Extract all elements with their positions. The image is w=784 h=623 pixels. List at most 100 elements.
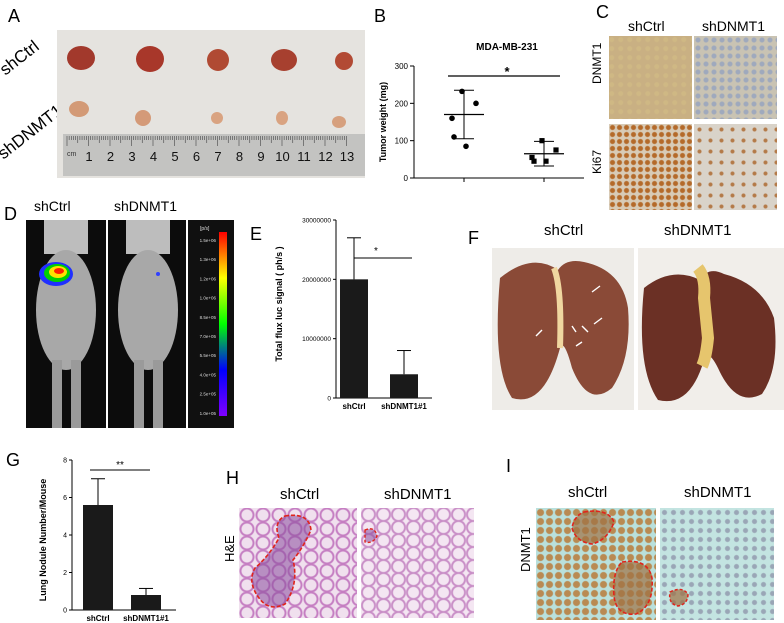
y-tick-label: 6 — [63, 495, 67, 502]
x-tick-label: shCtrl — [86, 614, 109, 623]
data-point — [473, 100, 479, 107]
lung-shdnmt1 — [641, 264, 776, 402]
ihc-image-shctrl-ki67 — [609, 124, 692, 210]
data-point — [459, 88, 465, 95]
chart-g-marks — [83, 469, 161, 610]
x-tick-label: shDNMT1 — [526, 184, 563, 185]
tumor — [69, 101, 89, 117]
ruler-number: 8 — [236, 149, 243, 164]
panel-h: H shCtrl shDNMT1 H&E — [212, 462, 474, 623]
ruler-number: 4 — [150, 149, 157, 164]
y-tick-label: 0 — [404, 174, 409, 183]
ihc-image-shctrl-dnmt1 — [609, 36, 692, 119]
he-image-shctrl — [239, 508, 357, 618]
scale-unit: [p/s] — [200, 226, 210, 232]
panel-f-col-shctrl: shCtrl — [544, 222, 584, 239]
panel-e: E Total flux luc signal ( ph/s ) 0 100000… — [236, 196, 464, 416]
ruler-unit: cm — [67, 151, 77, 158]
chart-g: Lung Nodule Number/Mouse 0 2 4 6 8 shCtrl shDN… — [38, 458, 176, 623]
ruler-number: 9 — [257, 149, 264, 164]
shdnmt1-tumors — [69, 101, 346, 128]
ruler-number: 10 — [275, 149, 289, 164]
panel-f-letter: F — [468, 228, 479, 248]
chart-b-significance: * — [504, 64, 510, 79]
panel-f: F shCtrl shDNMT1 — [464, 220, 784, 412]
chart-b-marks — [444, 75, 564, 167]
ihc-image-shdnmt1-ki67 — [694, 124, 777, 210]
tumor — [135, 110, 151, 126]
ruler — [63, 134, 365, 176]
panel-g-letter: G — [6, 450, 21, 470]
x-tick-label: shDNMT1#1 — [381, 402, 427, 411]
lung-photo — [492, 248, 784, 410]
ruler-number: 6 — [193, 149, 200, 164]
x-tick-label: shDNMT1#1 — [123, 614, 169, 623]
tumor — [332, 116, 346, 128]
tumor — [271, 49, 297, 71]
panel-d: D shCtrl shDNMT1 — [0, 196, 236, 436]
scale-ticks: 1.5e+06 1.3e+06 1.2e+06 1.0e+06 8.5e+05 7.0e+… — [200, 238, 217, 416]
intensity-colorbar — [219, 232, 227, 416]
ruler-number: 2 — [107, 149, 114, 164]
ruler-numbers: 1 2 3 4 5 6 7 8 9 10 11 12 13 — [85, 149, 354, 164]
x-tick-label: shCtrl — [452, 184, 475, 185]
ihc-image-shdnmt1-dnmt1 — [694, 36, 777, 119]
scale-tick-label: 1.3e+06 — [200, 257, 217, 262]
scale-tick-label: 7.0e+05 — [200, 334, 217, 339]
bar — [390, 374, 418, 398]
panel-i: I shCtrl shDNMT1 DNMT1 — [474, 454, 784, 623]
y-tick-label: 200 — [395, 99, 409, 108]
scale-tick-label: 1.0e+06 — [200, 296, 217, 301]
y-tick-label: 10000000 — [302, 336, 331, 343]
ruler-ticks — [66, 136, 347, 146]
intensity-scale-panel — [188, 220, 234, 428]
x-tick-label: shCtrl — [342, 402, 365, 411]
tumor — [207, 49, 229, 71]
scale-tick-label: 5.5e+05 — [200, 353, 217, 358]
tumor — [136, 46, 164, 72]
panel-b-letter: B — [374, 6, 387, 26]
data-point — [543, 158, 549, 164]
ihc-image-i-shctrl — [536, 508, 656, 620]
y-tick-label: 20000000 — [302, 277, 331, 284]
ruler-number: 5 — [171, 149, 178, 164]
bioluminescence-image: [p/s] 1.5e+06 1.3e+06 1.2e+06 1.0e+06 8.5e+0… — [26, 220, 234, 428]
bar — [340, 279, 368, 398]
data-point — [449, 115, 455, 122]
panel-i-col-shdnmt1: shDNMT1 — [684, 484, 752, 501]
panel-c-row-dnmt1: DNMT1 — [590, 42, 604, 84]
chart-e-marks — [340, 237, 418, 398]
chart-e: Total flux luc signal ( ph/s ) 0 10000000… — [274, 218, 432, 411]
panel-g: G Lung Nodule Number/Mouse 0 2 4 6 8 shCtrl sh… — [0, 440, 212, 623]
panel-a-letter: A — [8, 6, 21, 26]
y-tick-label: 0 — [327, 396, 331, 403]
panel-b: B MDA-MB-231 Tumor weight (mg) 0 100 200 30… — [372, 0, 594, 185]
panel-c-row-ki67: Ki67 — [590, 149, 604, 174]
panel-i-letter: I — [506, 456, 512, 476]
shctrl-tumors — [67, 46, 353, 72]
panel-a-row-label-shctrl: shCtrl — [0, 36, 43, 79]
data-point — [531, 158, 537, 164]
scale-tick-label: 8.5e+05 — [200, 315, 217, 320]
tumor-photo: cm 1 2 3 4 5 6 7 8 9 10 11 12 13 — [57, 30, 365, 178]
data-point — [539, 138, 545, 144]
panel-i-col-shctrl: shCtrl — [568, 484, 608, 501]
panel-a: A shCtrl shDNMT1 cm 1 2 3 4 5 6 7 8 9 10 11 12 13 — [0, 0, 372, 185]
y-tick-label: 2 — [63, 570, 67, 577]
scale-tick-label: 1.0e+05 — [200, 411, 217, 416]
ruler-number: 11 — [297, 149, 311, 164]
scale-tick-label: 4.0e+05 — [200, 372, 217, 377]
panel-d-col-shdnmt1: shDNMT1 — [114, 198, 178, 214]
panel-c-letter: C — [596, 2, 609, 22]
chart-b: MDA-MB-231 Tumor weight (mg) 0 100 200 300 s… — [378, 42, 584, 185]
scale-tick-label: 2.5e+05 — [200, 392, 217, 397]
bar — [83, 505, 113, 610]
data-point — [529, 154, 535, 161]
panel-h-col-shctrl: shCtrl — [280, 486, 320, 503]
scale-tick-label: 1.2e+06 — [200, 276, 217, 281]
y-tick-label: 4 — [63, 533, 67, 540]
tumor — [67, 46, 95, 70]
luciferase-signal — [39, 262, 73, 286]
lung-shctrl — [497, 261, 629, 400]
data-point — [451, 134, 457, 140]
